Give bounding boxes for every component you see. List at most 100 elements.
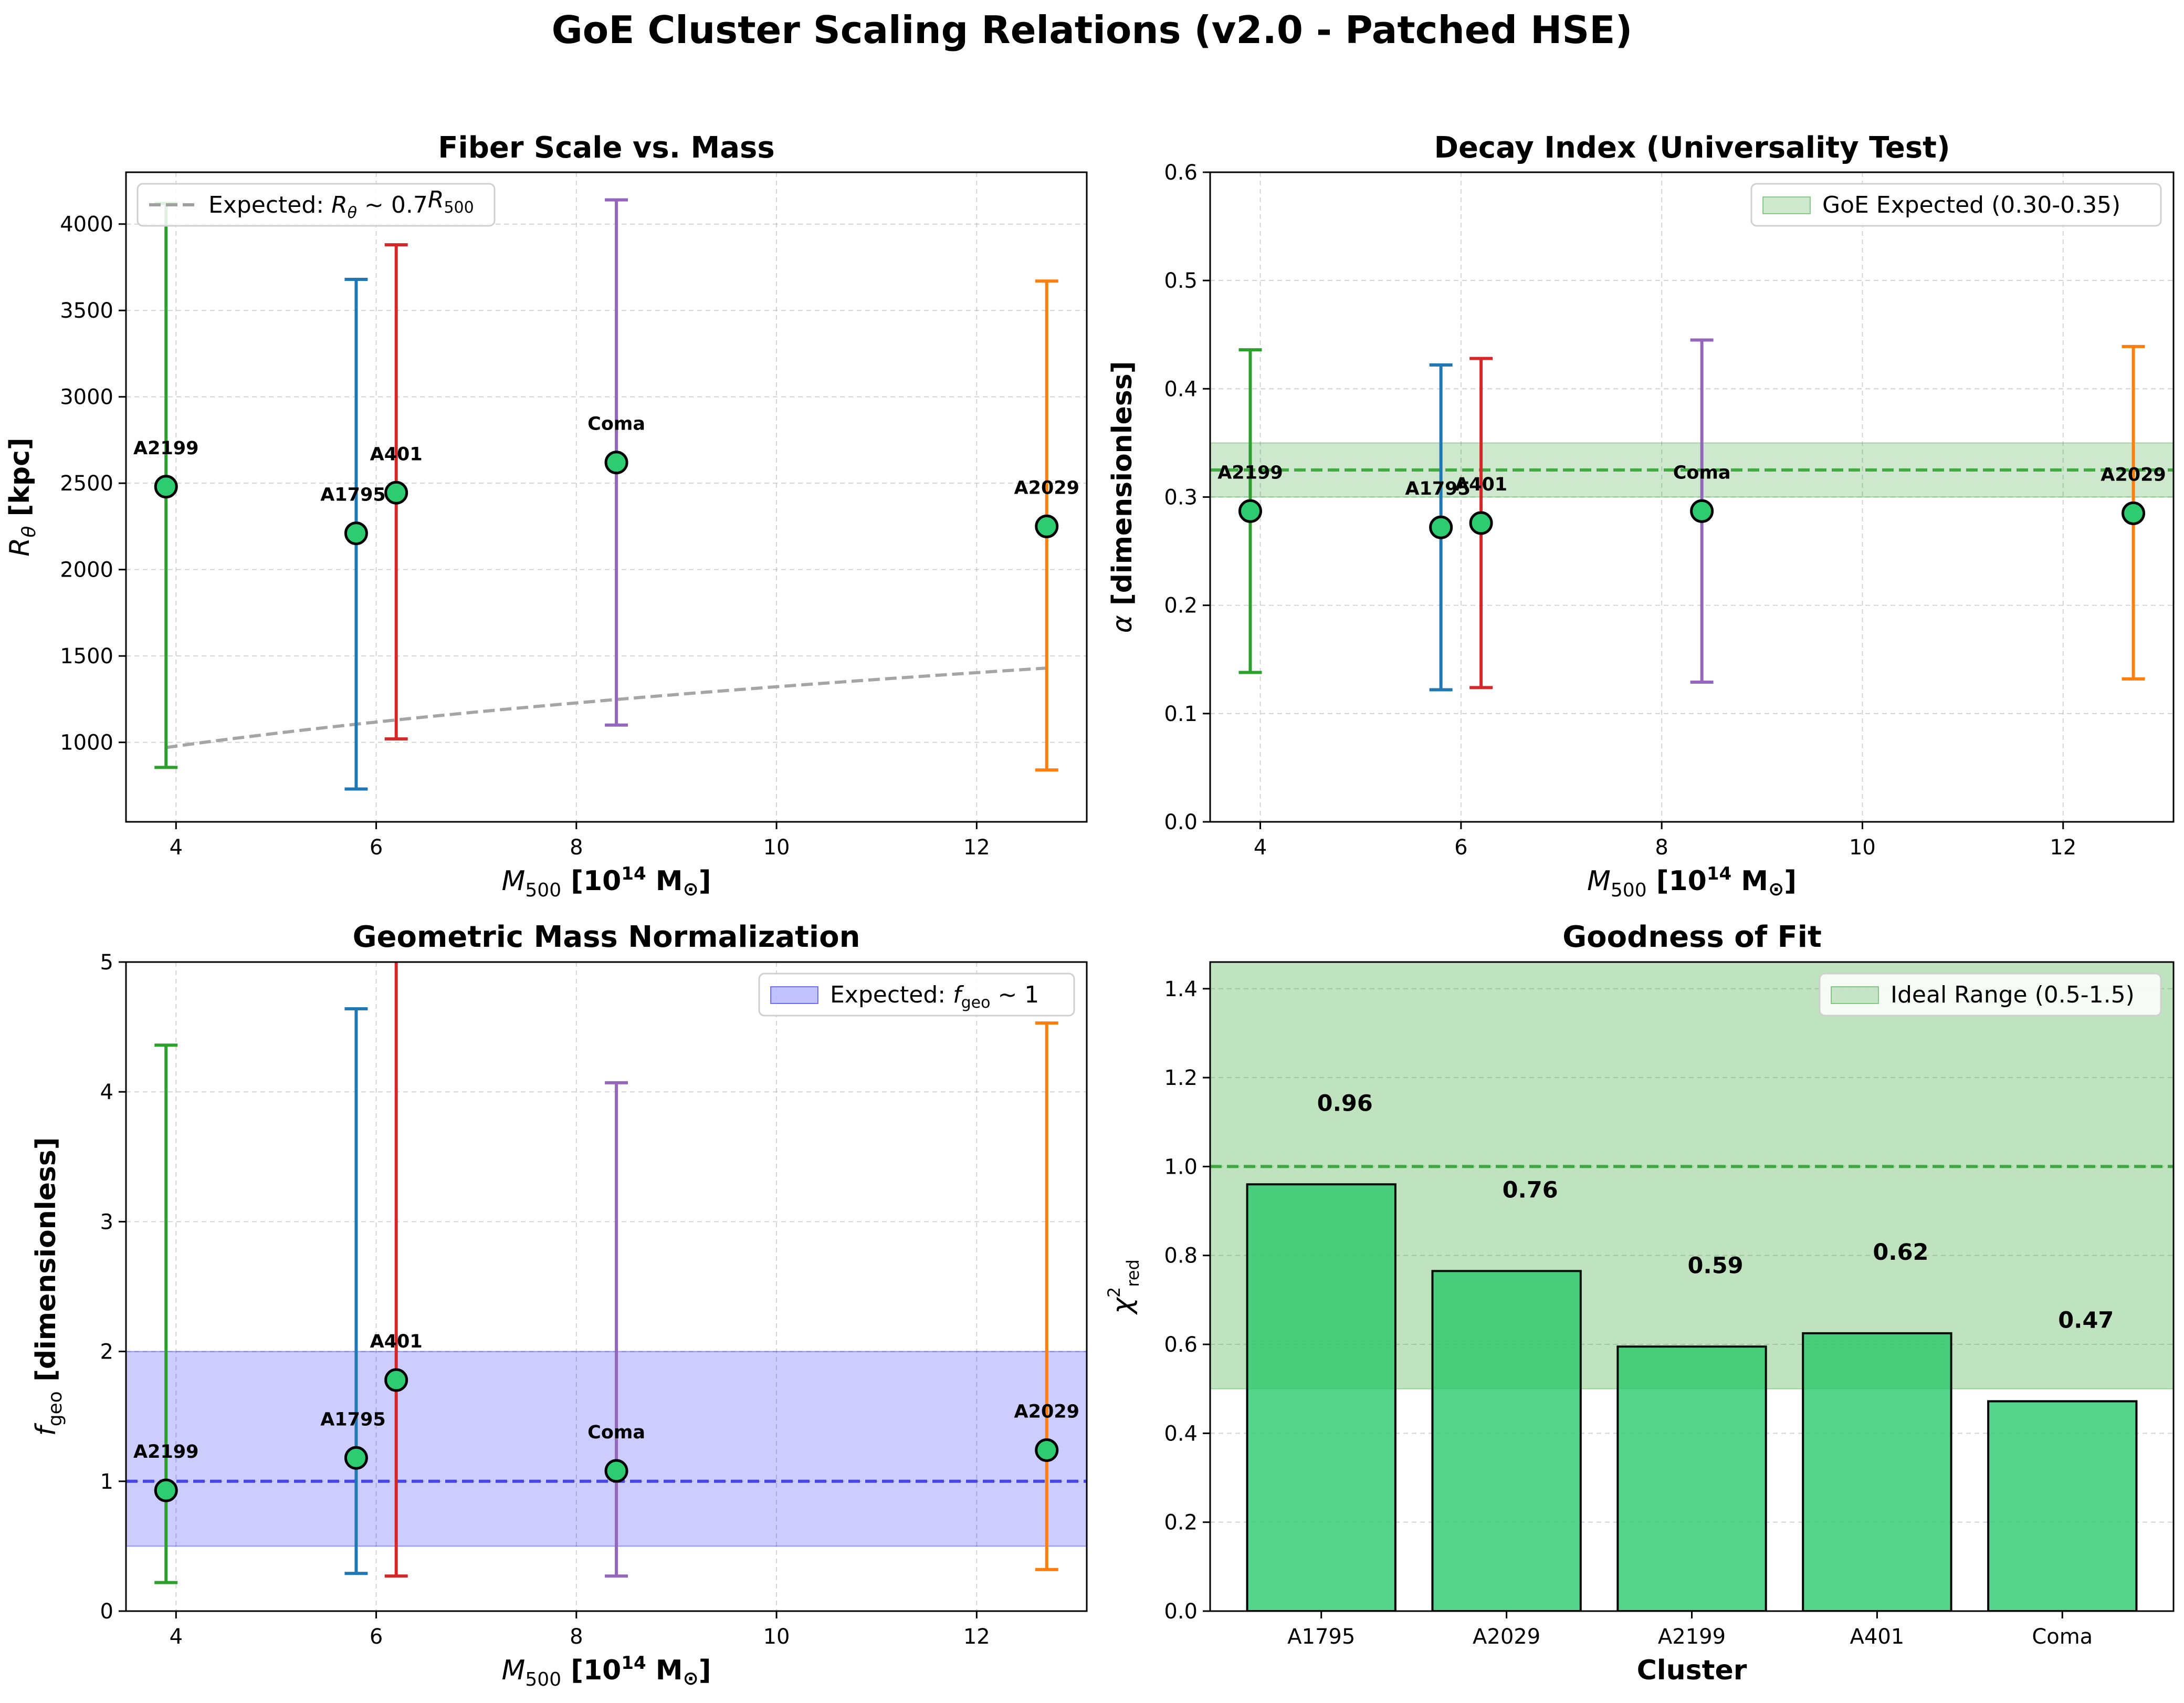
- y-tick-label: 1.0: [1164, 1155, 1198, 1179]
- point-label-a2199: A2199: [133, 1441, 199, 1462]
- y-tick-label: 0.4: [1164, 377, 1198, 401]
- panel-title-fiber-scale: Fiber Scale vs. Mass: [438, 131, 774, 165]
- x-tick-label: 12: [2050, 835, 2076, 860]
- x-tick-label: 10: [763, 1625, 790, 1649]
- x-tick-label: 4: [170, 835, 183, 860]
- ideal-range-overlay: [1210, 962, 2174, 1389]
- figure-title: GoE Cluster Scaling Relations (v2.0 - Pa…: [552, 8, 1633, 52]
- panel-title-geometric-mass: Geometric Mass Normalization: [353, 920, 860, 954]
- data-point-coma: [604, 451, 628, 475]
- panel-decay-index: Decay Index (Universality Test) 0.0 0.1 0.…: [1107, 131, 2175, 901]
- y-tick-label: 0.0: [1164, 810, 1198, 834]
- legend-box: [1819, 973, 2162, 1017]
- panel-goodness-of-fit: Goodness of Fit 0.0 0.2 0.4 0.6 0.8 1.0 1.2 1.4…: [1104, 920, 2175, 1686]
- x-tick-label: 10: [1849, 835, 1876, 860]
- x-tick-label: 8: [1655, 835, 1668, 860]
- data-point-a2199: [154, 1478, 178, 1502]
- bar-value-label: 0.47: [2058, 1307, 2114, 1333]
- y-tick-label: 3000: [60, 385, 113, 410]
- data-point-a1795: [344, 521, 368, 546]
- x-tick-label: 12: [963, 835, 990, 860]
- x-tick-label: 6: [370, 835, 383, 860]
- data-point-a2199: [1238, 499, 1262, 523]
- legend-label: GoE Expected (0.30-0.35): [1822, 192, 2120, 218]
- data-point-a401: [384, 1368, 408, 1392]
- data-point-a2199: [154, 475, 178, 499]
- x-tick-label: A2029: [1473, 1625, 1540, 1649]
- legend-swatch: [1762, 196, 1811, 214]
- point-label-a2199: A2199: [133, 438, 199, 459]
- y-tick-label: 4000: [60, 213, 113, 237]
- legend: Expected: fgeo ~ 1: [758, 973, 1075, 1017]
- data-point-a401: [1469, 511, 1493, 535]
- y-tick-label: 0.8: [1164, 1244, 1198, 1268]
- legend-swatch: [770, 986, 818, 1004]
- y-tick-label: 0.5: [1164, 269, 1198, 293]
- point-label-a2029: A2029: [2101, 464, 2166, 485]
- x-axis-label: M500 [1014 M⊙]: [1587, 863, 1797, 901]
- error-bar-a1795: [344, 1007, 368, 1575]
- legend-box: [758, 973, 1075, 1017]
- data-point-a1795: [1429, 515, 1453, 539]
- legend: Ideal Range (0.5-1.5): [1819, 973, 2162, 1017]
- point-label-a1795: A1795: [320, 1409, 386, 1430]
- plot-area: [1210, 172, 2174, 822]
- y-tick-label: 0.3: [1164, 486, 1198, 510]
- data-point-a1795: [344, 1446, 368, 1470]
- y-tick-label: 3: [100, 1210, 113, 1234]
- y-axis-label: χ2red: [1104, 1259, 1143, 1315]
- panel-title-goodness-of-fit: Goodness of Fit: [1562, 920, 1822, 954]
- x-tick-label: 8: [570, 1625, 583, 1649]
- y-tick-label: 0.2: [1164, 1511, 1198, 1535]
- point-label-coma: Coma: [587, 1422, 645, 1443]
- point-label-a401: A401: [1455, 474, 1507, 495]
- y-tick-label: 2500: [60, 472, 113, 496]
- point-label-coma: Coma: [587, 414, 645, 435]
- x-tick-label: 4: [1254, 835, 1267, 860]
- plot-area: [126, 172, 1087, 822]
- x-tick-label: 4: [170, 1625, 183, 1649]
- point-label-a401: A401: [370, 444, 423, 465]
- x-tick-label: A2199: [1658, 1625, 1726, 1649]
- data-point-coma: [604, 1459, 628, 1483]
- y-tick-label: 0.6: [1164, 1333, 1198, 1357]
- x-axis-label: M500 [1014 M⊙]: [502, 863, 711, 901]
- bar-value-label: 0.96: [1317, 1090, 1373, 1116]
- legend-label: Ideal Range (0.5-1.5): [1891, 981, 2135, 1008]
- legend: GoE Expected (0.30-0.35): [1750, 183, 2162, 227]
- y-tick-label: 1500: [60, 644, 113, 668]
- data-point-a2029: [2122, 501, 2146, 525]
- x-tick-label: Coma: [2032, 1625, 2093, 1649]
- data-point-a2029: [1035, 1438, 1059, 1462]
- y-axis-label: fgeo [dimensionless]: [30, 1137, 66, 1436]
- y-axis-label: α [dimensionless]: [1107, 361, 1138, 633]
- y-tick-label: 0.2: [1164, 594, 1198, 618]
- legend-label-expected: Expected: Rθ ~ 0.7R500: [208, 186, 474, 222]
- point-label-a2199: A2199: [1217, 462, 1283, 483]
- x-tick-label: 12: [963, 1625, 990, 1649]
- x-axis-label: Cluster: [1637, 1655, 1747, 1686]
- legend-label: Expected: fgeo ~ 1: [830, 981, 1039, 1012]
- axes-frame: [125, 171, 1088, 823]
- x-tick-label: 8: [570, 835, 583, 860]
- point-label-a2029: A2029: [1014, 477, 1080, 498]
- y-tick-label: 0.6: [1164, 161, 1198, 185]
- y-tick-label: 2: [100, 1340, 113, 1364]
- plot-area: [126, 962, 1087, 1611]
- y-tick-label: 3500: [60, 299, 113, 323]
- bar-coma: [1987, 1400, 2138, 1611]
- y-tick-label: 0: [100, 1600, 113, 1624]
- point-label-a1795: A1795: [1405, 478, 1471, 499]
- y-tick-label: 0.0: [1164, 1600, 1198, 1624]
- bar-a2029: [1431, 1270, 1582, 1611]
- bar-value-label: 0.62: [1873, 1239, 1928, 1266]
- bar-a401: [1802, 1332, 1952, 1611]
- data-point-coma: [1690, 499, 1714, 523]
- axes-frame: [125, 961, 1088, 1612]
- expected-band: [126, 1351, 1087, 1547]
- y-tick-label: 4: [100, 1080, 113, 1104]
- y-tick-label: 1.4: [1164, 977, 1198, 1001]
- point-label-a401: A401: [370, 1331, 423, 1352]
